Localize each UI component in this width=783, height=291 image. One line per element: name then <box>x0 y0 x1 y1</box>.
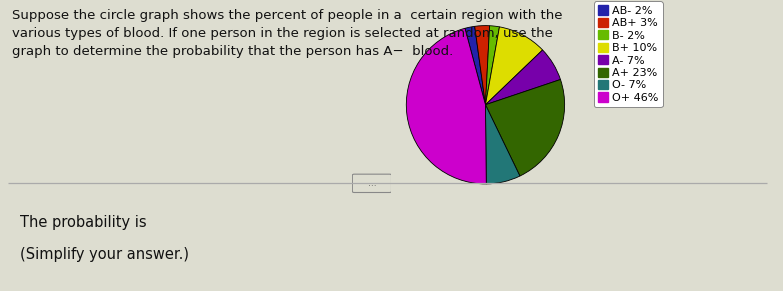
Wedge shape <box>485 105 520 184</box>
Wedge shape <box>485 50 561 105</box>
Wedge shape <box>406 28 486 184</box>
Legend: AB- 2%, AB+ 3%, B- 2%, B+ 10%, A- 7%, A+ 23%, O- 7%, O+ 46%: AB- 2%, AB+ 3%, B- 2%, B+ 10%, A- 7%, A+… <box>594 1 662 107</box>
Wedge shape <box>485 26 500 105</box>
Wedge shape <box>485 79 565 176</box>
Text: (Simplify your answer.): (Simplify your answer.) <box>20 247 189 262</box>
Wedge shape <box>485 27 543 105</box>
Wedge shape <box>474 26 489 105</box>
Text: Suppose the circle graph shows the percent of people in a  certain region with t: Suppose the circle graph shows the perce… <box>12 9 562 58</box>
Text: ...: ... <box>367 179 377 188</box>
FancyBboxPatch shape <box>352 174 392 193</box>
Text: The probability is: The probability is <box>20 215 151 230</box>
Wedge shape <box>465 26 485 105</box>
